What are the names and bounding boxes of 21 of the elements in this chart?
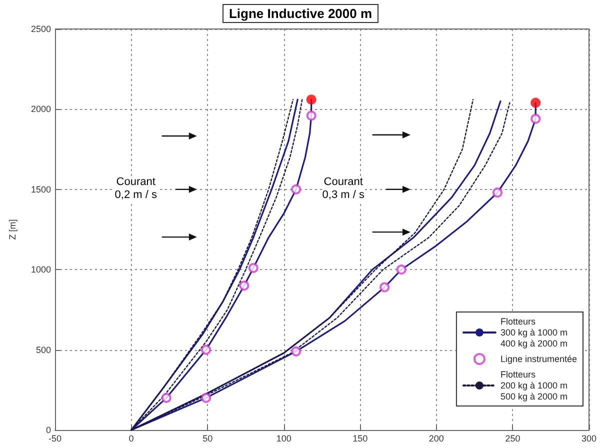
y-tick-label: 0: [46, 425, 51, 435]
y-tick-label: 2000: [30, 104, 51, 114]
y-tick-label: 1000: [30, 264, 51, 275]
annotation: Courant 0,3 m / s: [322, 176, 364, 202]
x-tick-label: 200: [428, 434, 444, 444]
y-axis-title: Z [m]: [8, 219, 18, 240]
x-tick-label: 300: [581, 434, 597, 444]
x-tick-label: -50: [48, 434, 62, 444]
chart-title: Ligne Inductive 2000 m: [228, 6, 372, 21]
legend-label: Flotteurs 200 kg à 1000 m 500 kg à 2000 m: [500, 370, 568, 402]
x-tick-label: 0: [128, 434, 134, 444]
x-tick-label: 100: [276, 434, 292, 444]
y-tick-label: 2500: [30, 24, 51, 34]
x-tick-label: 150: [352, 434, 368, 444]
y-tick-label: 1500: [30, 184, 51, 194]
x-tick-label: 250: [505, 434, 520, 444]
x-tick-label: 50: [202, 434, 213, 444]
annotation: Courant 0,2 m / s: [114, 176, 157, 202]
legend-label: Flotteurs 300 kg à 1000 m 400 kg à 2000 m: [500, 316, 568, 348]
legend-label: Ligne instrumentée: [500, 354, 578, 364]
y-tick-label: 500: [36, 344, 51, 355]
